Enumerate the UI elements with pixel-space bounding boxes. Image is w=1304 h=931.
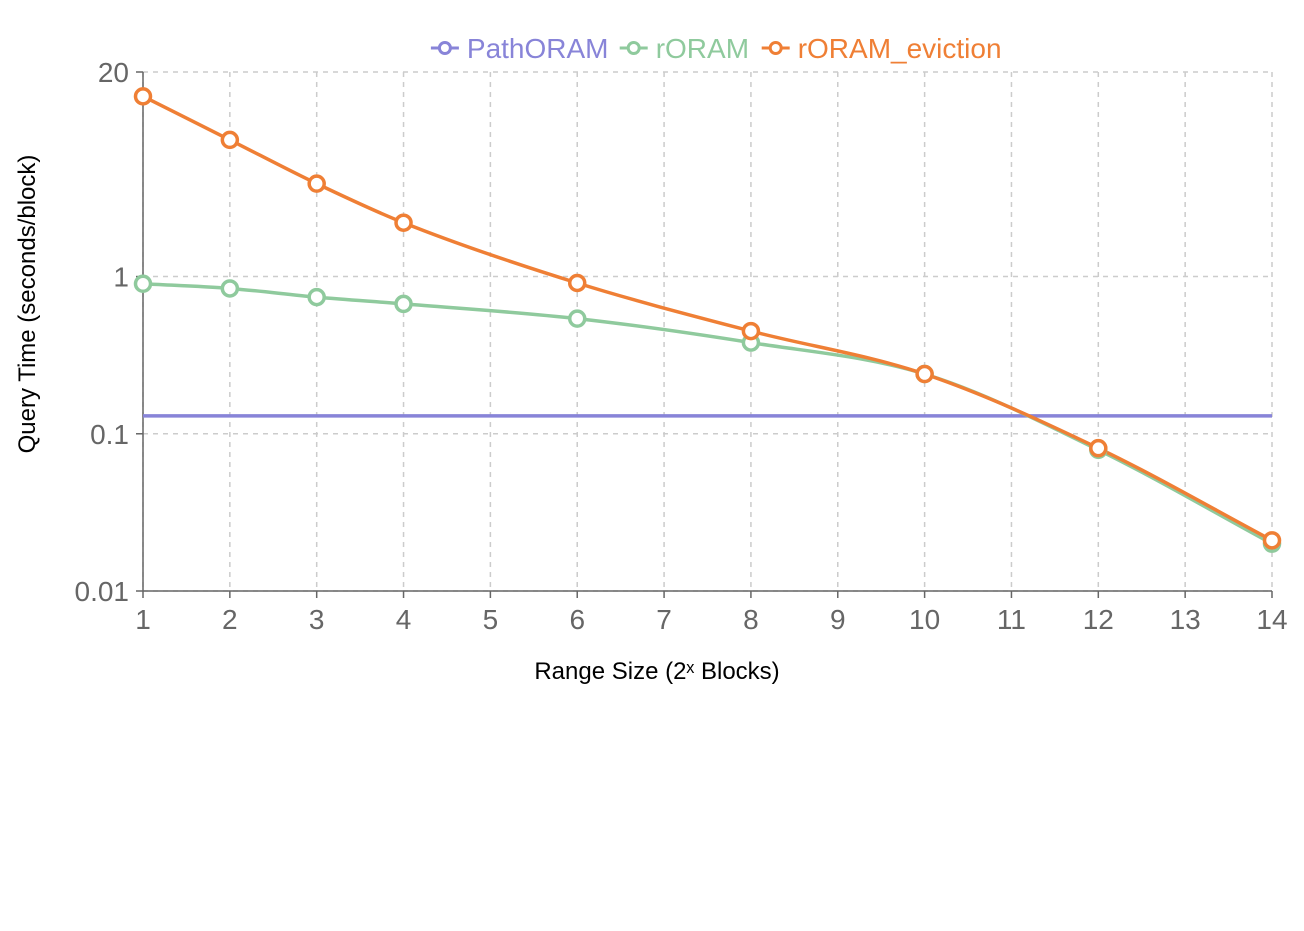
x-tick-label: 3: [309, 604, 325, 635]
data-point-roram-eviction[interactable]: [567, 273, 587, 293]
legend: PathORAM rORAM rORAM_eviction: [430, 33, 1002, 64]
series-markers: [133, 87, 1282, 553]
legend-label: PathORAM: [467, 33, 609, 64]
data-point-roram[interactable]: [394, 294, 413, 314]
data-point-roram[interactable]: [567, 309, 587, 328]
data-point-roram-eviction[interactable]: [307, 174, 326, 193]
series-line-roram-eviction: [142, 94, 1273, 542]
x-tick-label: 8: [743, 604, 759, 635]
x-tick-label: 1: [135, 604, 151, 635]
legend-item-roram-eviction[interactable]: rORAM_eviction: [761, 33, 1002, 64]
legend-item-roram[interactable]: rORAM: [619, 33, 749, 64]
x-tick-label: 9: [830, 604, 846, 635]
x-axis-title: Range Size (2ˣ Blocks): [534, 658, 779, 685]
legend-swatch-marker: [768, 41, 783, 55]
data-point-roram-eviction[interactable]: [915, 364, 934, 384]
data-point-roram[interactable]: [307, 287, 326, 307]
x-tick-label: 4: [396, 604, 412, 635]
x-tick-label: 2: [222, 604, 238, 635]
legend-swatch-marker: [626, 41, 641, 55]
legend-label: rORAM_eviction: [798, 33, 1002, 64]
x-tick-label: 5: [483, 604, 499, 635]
y-tick-label: 0.1: [90, 419, 129, 450]
legend-swatch-marker: [437, 41, 452, 55]
legend-item-pathoram[interactable]: PathORAM: [430, 33, 609, 64]
x-tick-label: 13: [1170, 604, 1201, 635]
legend-label: rORAM: [656, 33, 749, 64]
data-point-roram-eviction[interactable]: [741, 321, 761, 341]
data-point-roram-eviction[interactable]: [394, 213, 413, 232]
grid: [142, 71, 1273, 592]
x-tick-label: 10: [909, 604, 940, 635]
data-point-roram-eviction[interactable]: [220, 130, 240, 150]
y-tick-label: 20: [98, 57, 129, 88]
series-lines: [142, 94, 1273, 546]
y-tick-label: 1: [113, 262, 129, 293]
x-tick-label: 14: [1256, 604, 1287, 635]
series-line-roram: [142, 281, 1273, 546]
data-point-roram-eviction[interactable]: [133, 87, 153, 106]
data-point-roram[interactable]: [220, 279, 240, 298]
y-axis-title: Query Time (seconds/block): [14, 155, 41, 454]
x-tick-label: 12: [1083, 604, 1114, 635]
y-tick-label: 0.01: [75, 576, 130, 607]
data-point-roram-eviction[interactable]: [1262, 531, 1282, 550]
data-point-roram[interactable]: [133, 274, 153, 293]
x-tick-label: 11: [997, 604, 1026, 635]
data-point-roram-eviction[interactable]: [1089, 438, 1108, 458]
x-tick-label: 7: [656, 604, 672, 635]
x-tick-label: 6: [569, 604, 585, 635]
